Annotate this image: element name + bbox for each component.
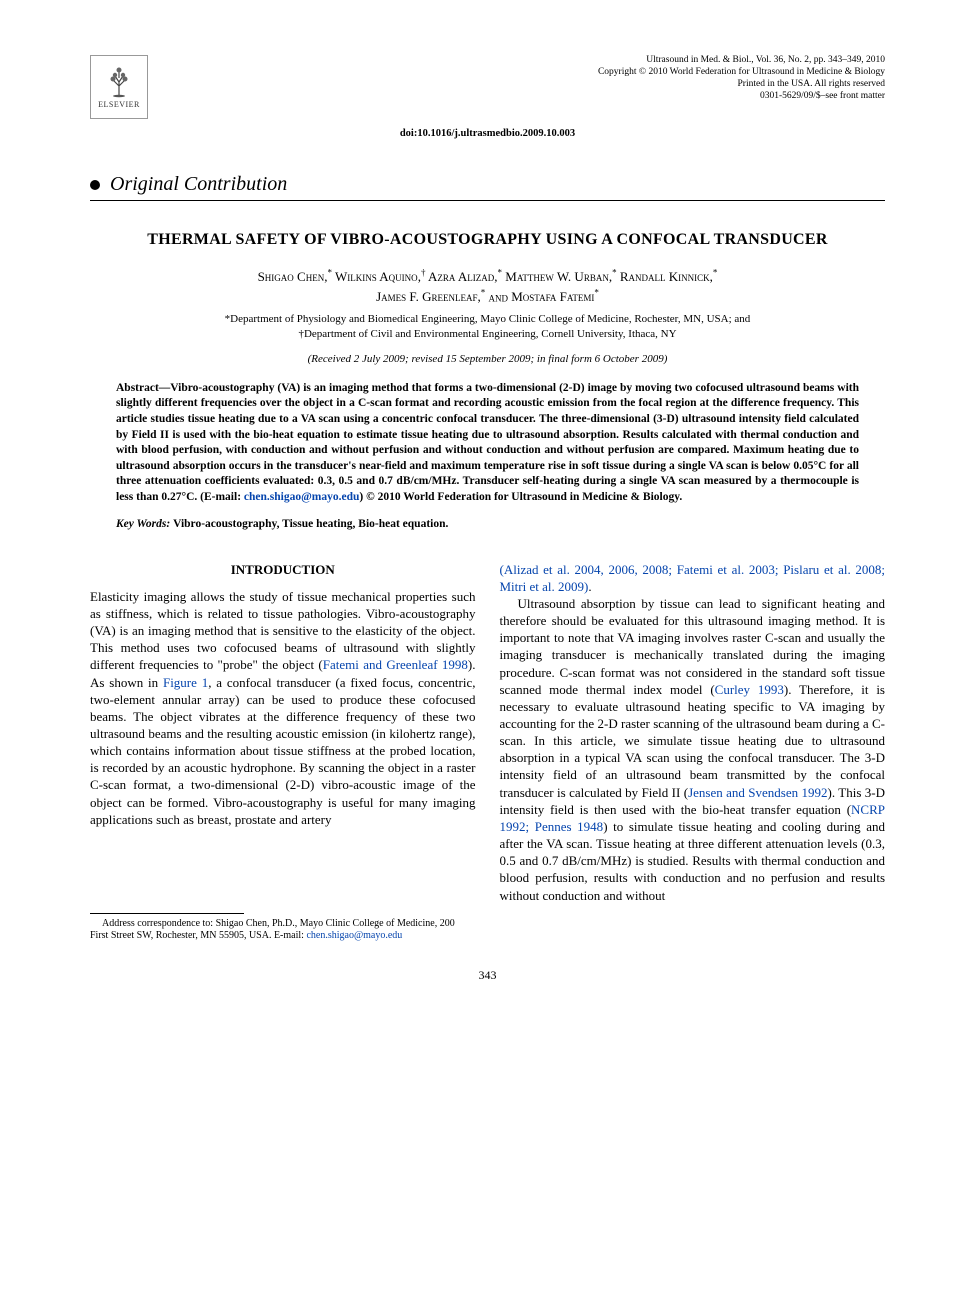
footnote-email-link[interactable]: chen.shigao@mayo.edu <box>306 930 402 941</box>
publisher-logo: ELSEVIER <box>90 55 148 119</box>
affiliation-line: †Department of Civil and Environmental E… <box>90 327 885 342</box>
intro-heading: INTRODUCTION <box>90 561 476 578</box>
keywords: Key Words: Vibro-acoustography, Tissue h… <box>116 517 859 533</box>
section-label: Original Contribution <box>110 171 287 198</box>
author: Azra Alizad,* <box>428 269 502 284</box>
footnote-separator <box>90 913 244 914</box>
corresponding-footnote: Address correspondence to: Shigao Chen, … <box>90 918 476 943</box>
section-label-row: Original Contribution <box>90 171 885 198</box>
journal-meta-line: Printed in the USA. All rights reserved <box>598 79 885 91</box>
abstract-tail: ) © 2010 World Federation for Ultrasound… <box>359 491 682 503</box>
author: Wilkins Aquino,† <box>335 269 425 284</box>
authors: Shigao Chen,* Wilkins Aquino,† Azra Aliz… <box>90 267 885 307</box>
citation-link[interactable]: Fatemi and Greenleaf 1998 <box>323 657 468 672</box>
doi: doi:10.1016/j.ultrasmedbio.2009.10.003 <box>90 127 885 141</box>
citation-link[interactable]: Curley 1993 <box>715 682 784 697</box>
section-divider <box>90 200 885 201</box>
author: Randall Kinnick,* <box>620 269 718 284</box>
keywords-label: Key Words: <box>116 518 170 530</box>
bullet-icon <box>90 180 100 190</box>
page-number: 343 <box>90 967 885 983</box>
col2-cite-continuation: (Alizad et al. 2004, 2006, 2008; Fatemi … <box>500 561 886 595</box>
journal-meta-line: Copyright © 2010 World Federation for Ul… <box>598 67 885 79</box>
journal-meta-line: Ultrasound in Med. & Biol., Vol. 36, No.… <box>598 55 885 67</box>
intro-paragraph-1: Elasticity imaging allows the study of t… <box>90 588 476 828</box>
affiliation-line: *Department of Physiology and Biomedical… <box>90 312 885 327</box>
citation-link[interactable]: Jensen and Svendsen 1992 <box>688 785 827 800</box>
body-columns: INTRODUCTION Elasticity imaging allows t… <box>90 561 885 943</box>
journal-meta-line: 0301-5629/09/$–see front matter <box>598 91 885 103</box>
publisher-logo-caption: ELSEVIER <box>98 100 140 111</box>
abstract-label: Abstract— <box>116 382 170 394</box>
author: Shigao Chen,* <box>258 269 332 284</box>
manuscript-dates: (Received 2 July 2009; revised 15 Septem… <box>90 352 885 367</box>
header-row: ELSEVIER Ultrasound in Med. & Biol., Vol… <box>90 55 885 119</box>
affiliations: *Department of Physiology and Biomedical… <box>90 312 885 342</box>
elsevier-tree-icon <box>104 64 134 98</box>
author: Matthew W. Urban,* <box>505 269 616 284</box>
article-title: THERMAL SAFETY OF VIBRO-ACOUSTOGRAPHY US… <box>90 229 885 251</box>
figure-ref-link[interactable]: Figure 1 <box>163 675 208 690</box>
author: Mostafa Fatemi* <box>511 289 599 304</box>
abstract: Abstract—Vibro-acoustography (VA) is an … <box>116 381 859 505</box>
citation-link[interactable]: (Alizad et al. 2004, 2006, 2008; Fatemi … <box>500 562 886 594</box>
author: James F. Greenleaf,* <box>376 289 485 304</box>
abstract-body: Vibro-acoustography (VA) is an imaging m… <box>116 382 859 503</box>
abstract-email-link[interactable]: chen.shigao@mayo.edu <box>244 491 360 503</box>
journal-meta: Ultrasound in Med. & Biol., Vol. 36, No.… <box>598 55 885 103</box>
intro-paragraph-2: Ultrasound absorption by tissue can lead… <box>500 595 886 904</box>
keywords-values: Vibro-acoustography, Tissue heating, Bio… <box>173 518 448 530</box>
